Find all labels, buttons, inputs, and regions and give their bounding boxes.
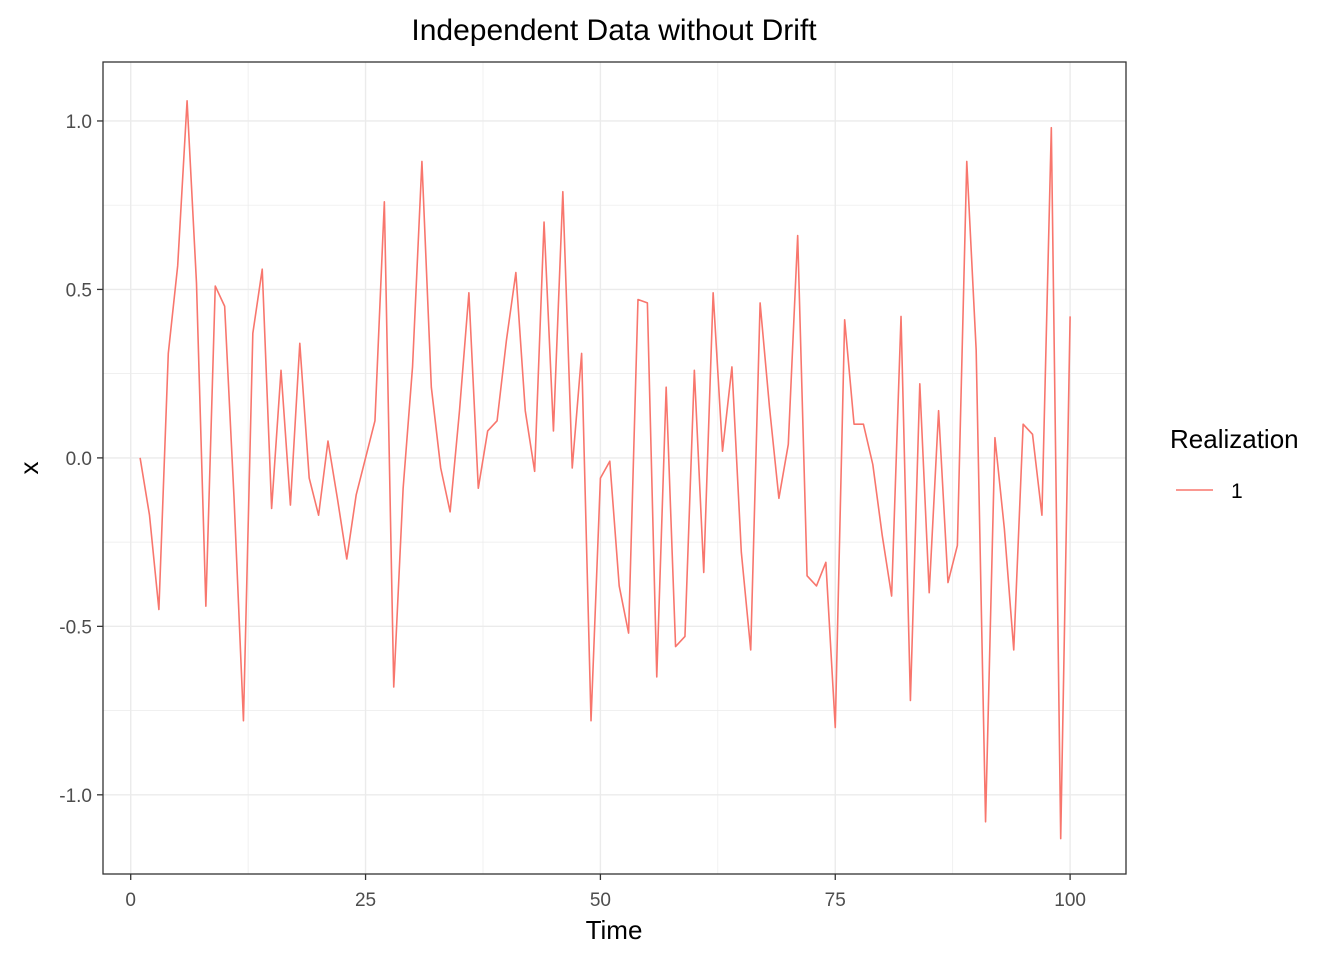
x-tick-label: 75 [825, 890, 846, 911]
y-tick-label: -0.5 [59, 617, 92, 638]
legend-title: Realization [1170, 424, 1299, 454]
legend: Realization 1 [1170, 424, 1299, 503]
x-tick-label: 50 [590, 890, 611, 911]
chart-title: Independent Data without Drift [411, 14, 817, 47]
y-tick-label: -1.0 [59, 786, 92, 807]
x-axis: 0 25 50 75 100 [125, 874, 1086, 911]
x-tick-label: 25 [355, 890, 376, 911]
x-tick-label: 0 [125, 890, 136, 911]
plot-panel [103, 62, 1126, 874]
y-axis-title: x [14, 462, 44, 475]
y-axis: -1.0 -0.5 0.0 0.5 1.0 [59, 112, 103, 807]
major-gridlines [103, 62, 1126, 874]
y-tick-label: 0.0 [66, 449, 92, 470]
minor-gridlines [103, 62, 1126, 874]
y-tick-label: 1.0 [66, 112, 92, 133]
series-line-1 [139, 99, 1071, 840]
panel-border [102, 61, 1127, 875]
series-layer [139, 99, 1071, 840]
legend-label-series-1: 1 [1231, 480, 1243, 503]
x-axis-title: Time [586, 915, 643, 945]
y-tick-label: 0.5 [66, 280, 92, 301]
x-tick-label: 100 [1054, 890, 1086, 911]
